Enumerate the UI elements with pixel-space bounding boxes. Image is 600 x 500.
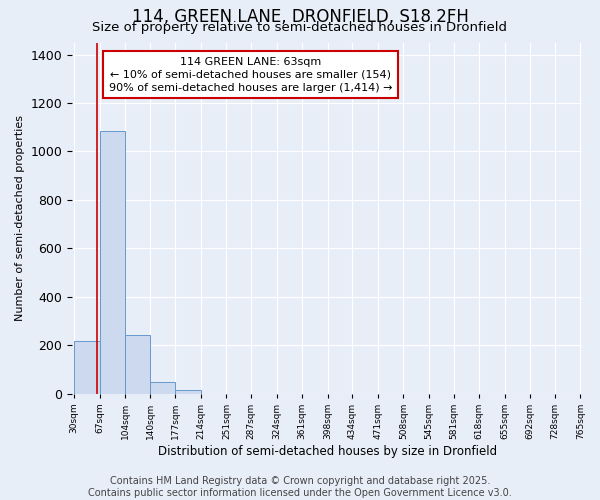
Text: Contains HM Land Registry data © Crown copyright and database right 2025.
Contai: Contains HM Land Registry data © Crown c… xyxy=(88,476,512,498)
Bar xyxy=(74,342,100,394)
Text: 114, GREEN LANE, DRONFIELD, S18 2FH: 114, GREEN LANE, DRONFIELD, S18 2FH xyxy=(131,8,469,26)
Text: Size of property relative to semi-detached houses in Dronfield: Size of property relative to semi-detach… xyxy=(92,21,508,34)
Bar xyxy=(125,336,150,394)
Y-axis label: Number of semi-detached properties: Number of semi-detached properties xyxy=(15,115,25,321)
X-axis label: Distribution of semi-detached houses by size in Dronfield: Distribution of semi-detached houses by … xyxy=(158,444,497,458)
Bar xyxy=(150,382,175,394)
Bar xyxy=(100,131,125,394)
Text: 114 GREEN LANE: 63sqm
← 10% of semi-detached houses are smaller (154)
90% of sem: 114 GREEN LANE: 63sqm ← 10% of semi-deta… xyxy=(109,56,392,93)
Bar xyxy=(175,390,201,394)
